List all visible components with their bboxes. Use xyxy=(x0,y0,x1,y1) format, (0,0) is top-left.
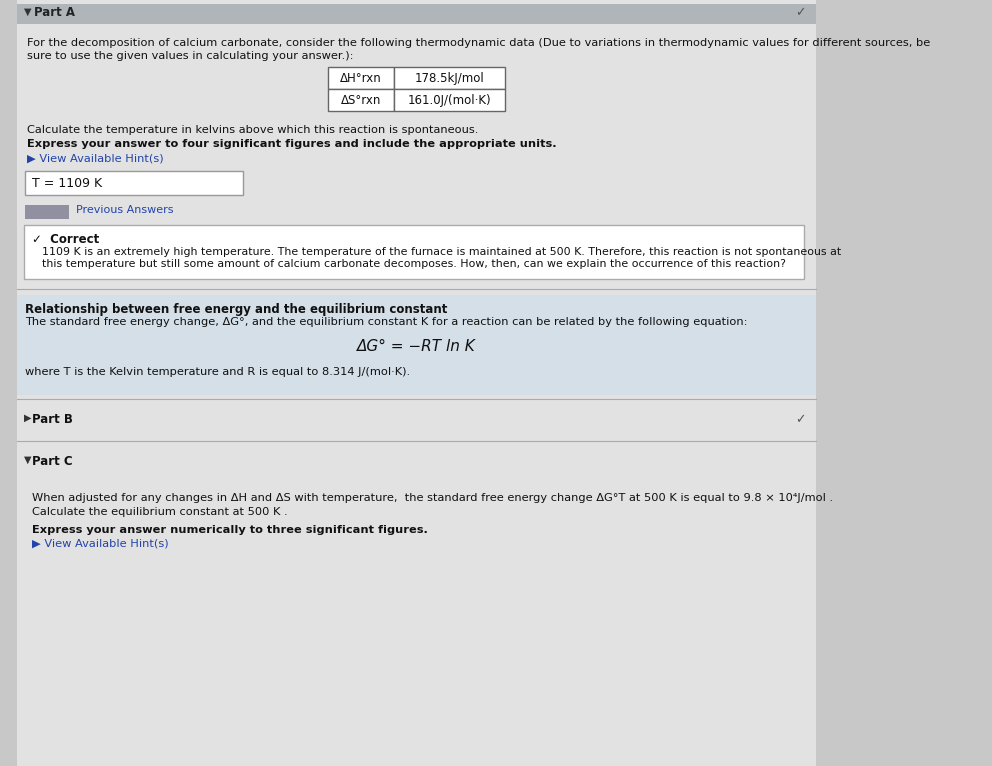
Text: ▶ View Available Hint(s): ▶ View Available Hint(s) xyxy=(27,153,164,163)
Bar xyxy=(25,171,243,195)
Text: Part B: Part B xyxy=(32,413,72,426)
Text: ✓: ✓ xyxy=(796,413,806,426)
Text: Previous Answers: Previous Answers xyxy=(75,205,173,215)
Text: 178.5kJ/mol: 178.5kJ/mol xyxy=(415,71,484,84)
Text: Part A: Part A xyxy=(34,6,74,19)
Text: ΔH°rxn: ΔH°rxn xyxy=(340,71,382,84)
Text: Express your answer to four significant figures and include the appropriate unit: Express your answer to four significant … xyxy=(27,139,557,149)
Text: Part C: Part C xyxy=(32,455,72,468)
Text: ΔG° = −RT ln K: ΔG° = −RT ln K xyxy=(357,339,476,354)
Text: Express your answer numerically to three significant figures.: Express your answer numerically to three… xyxy=(32,525,428,535)
Text: ✓: ✓ xyxy=(796,6,806,19)
Bar xyxy=(17,295,816,395)
Text: sure to use the given values in calculating your answer.):: sure to use the given values in calculat… xyxy=(27,51,353,61)
Text: ▶: ▶ xyxy=(24,413,31,423)
Text: ▶ View Available Hint(s): ▶ View Available Hint(s) xyxy=(32,539,169,549)
Bar xyxy=(17,4,816,24)
Text: ▼: ▼ xyxy=(24,7,31,17)
Bar xyxy=(25,205,68,219)
Text: 161.0J/(mol·K): 161.0J/(mol·K) xyxy=(408,93,491,106)
Text: Calculate the equilibrium constant at 500 K .: Calculate the equilibrium constant at 50… xyxy=(32,507,288,517)
Bar xyxy=(24,225,805,279)
Text: Relationship between free energy and the equilibrium constant: Relationship between free energy and the… xyxy=(25,303,447,316)
Text: 1109 K is an extremely high temperature. The temperature of the furnace is maint: 1109 K is an extremely high temperature.… xyxy=(42,247,841,257)
Text: For the decomposition of calcium carbonate, consider the following thermodynamic: For the decomposition of calcium carbona… xyxy=(27,38,930,48)
Bar xyxy=(328,67,394,89)
Text: ΔS°rxn: ΔS°rxn xyxy=(341,93,381,106)
Bar xyxy=(394,89,505,111)
Text: The standard free energy change, ΔG°, and the equilibrium constant K for a react: The standard free energy change, ΔG°, an… xyxy=(25,317,748,327)
Text: ▼: ▼ xyxy=(24,455,31,465)
Text: Calculate the temperature in kelvins above which this reaction is spontaneous.: Calculate the temperature in kelvins abo… xyxy=(27,125,478,135)
Text: T = 1109 K: T = 1109 K xyxy=(32,176,102,189)
Bar xyxy=(328,89,394,111)
Bar xyxy=(394,67,505,89)
Text: where T is the Kelvin temperature and R is equal to 8.314 J/(mol·K).: where T is the Kelvin temperature and R … xyxy=(25,367,411,377)
Text: this temperature but still some amount of calcium carbonate decomposes. How, the: this temperature but still some amount o… xyxy=(42,259,786,269)
Text: When adjusted for any changes in ΔH and ΔS with temperature,  the standard free : When adjusted for any changes in ΔH and … xyxy=(32,493,833,503)
Text: ✓  Correct: ✓ Correct xyxy=(32,233,99,246)
Bar xyxy=(17,479,816,585)
